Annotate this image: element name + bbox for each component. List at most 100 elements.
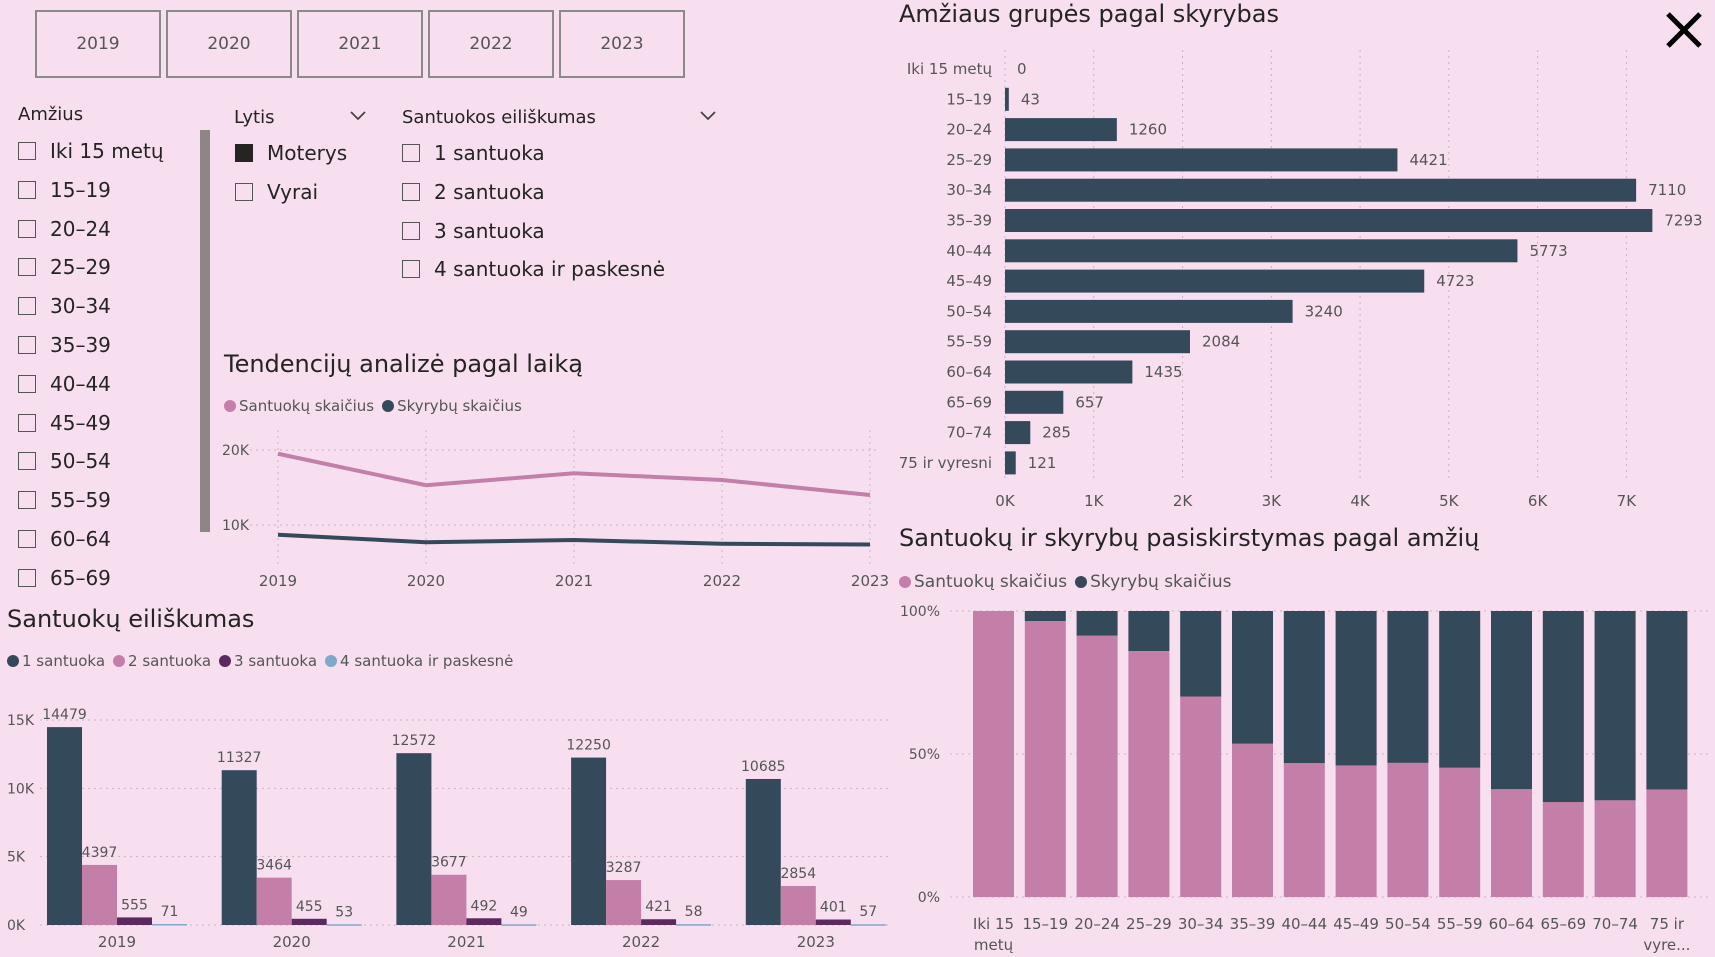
close-icon[interactable] xyxy=(1660,6,1708,54)
marriage-order-option[interactable]: 4 santuoka ir paskesnė xyxy=(402,257,665,281)
checkbox[interactable] xyxy=(402,182,420,201)
checkbox[interactable] xyxy=(18,336,36,354)
x-tick-label: 75 ir xyxy=(1650,915,1685,933)
year-button-2023[interactable]: 2023 xyxy=(559,10,685,78)
age-option[interactable]: Iki 15 metų xyxy=(18,139,164,163)
x-tick-label: metų xyxy=(974,936,1014,954)
age-option[interactable]: 65–69 xyxy=(18,566,111,590)
checkbox-label: 40–44 xyxy=(50,371,111,396)
checkbox[interactable] xyxy=(402,144,420,162)
age-option[interactable]: 25–29 xyxy=(18,255,111,279)
bar-marriages xyxy=(1024,621,1066,897)
y-tick-label: 75 ir vyresni xyxy=(899,454,992,472)
checkbox[interactable] xyxy=(18,258,36,277)
age-option[interactable]: 30–34 xyxy=(18,294,111,318)
year-button-2022[interactable]: 2022 xyxy=(428,10,554,78)
data-label: 53 xyxy=(335,904,353,920)
bar-divorces xyxy=(1491,611,1532,790)
age-filter-title: Amžius xyxy=(18,104,84,125)
age-option[interactable]: 60–64 xyxy=(18,527,111,551)
age-option[interactable]: 40–44 xyxy=(18,372,111,396)
checkbox[interactable] xyxy=(402,260,420,279)
bar xyxy=(815,919,851,925)
legend-dot xyxy=(325,655,338,667)
checkbox[interactable] xyxy=(18,142,36,160)
x-tick-label: 6K xyxy=(1528,492,1549,510)
checkbox[interactable] xyxy=(18,530,36,548)
bar-marriages xyxy=(1128,651,1170,897)
data-label: 43 xyxy=(1021,90,1040,108)
legend-dot xyxy=(224,400,236,412)
marriage-order-option[interactable]: 1 santuoka xyxy=(402,141,545,165)
bar xyxy=(221,770,257,925)
age-option[interactable]: 50–54 xyxy=(18,449,111,473)
data-label: 5773 xyxy=(1529,242,1567,260)
age-option[interactable]: 35–39 xyxy=(18,333,111,357)
checkbox[interactable] xyxy=(18,568,36,587)
marriage-order-dropdown-chevron-down-icon[interactable] xyxy=(699,110,717,122)
checkbox[interactable] xyxy=(18,297,36,316)
legend-dot xyxy=(7,655,19,667)
age-option[interactable]: 20–24 xyxy=(18,217,111,241)
year-button-2019[interactable]: 2019 xyxy=(35,10,161,78)
x-tick-label: Iki 15 xyxy=(973,915,1014,933)
legend-label: Skyrybų skaičius xyxy=(1090,572,1232,592)
year-button-2020[interactable]: 2020 xyxy=(166,10,292,78)
checkbox[interactable] xyxy=(18,180,36,199)
x-tick-label: 50–54 xyxy=(1385,915,1431,933)
checkbox[interactable] xyxy=(235,144,253,162)
y-tick-label: 45–49 xyxy=(946,272,992,290)
marriage-order-option[interactable]: 2 santuoka xyxy=(402,180,545,204)
bar xyxy=(431,874,467,925)
age-option[interactable]: 15–19 xyxy=(18,178,111,202)
checkbox[interactable] xyxy=(18,452,36,471)
checkbox-label: 4 santuoka ir paskesnė xyxy=(434,257,666,282)
bar-marriages xyxy=(973,611,1014,897)
checkbox[interactable] xyxy=(402,221,420,240)
age-filter-scrollbar[interactable] xyxy=(200,130,210,532)
bar xyxy=(1005,209,1653,232)
checkbox[interactable] xyxy=(18,491,36,510)
bar xyxy=(1005,269,1425,293)
checkbox[interactable] xyxy=(235,182,253,201)
bar xyxy=(1005,87,1009,111)
legend-item-divorces: Skyrybų skaičius xyxy=(1075,572,1231,592)
checkbox-label: Moterys xyxy=(267,141,348,165)
y-tick-label: 10K xyxy=(222,518,250,534)
bar xyxy=(501,924,537,926)
x-tick-label: 4K xyxy=(1350,492,1371,510)
gender-dropdown-chevron-down-icon[interactable] xyxy=(349,110,367,122)
series-line-0 xyxy=(277,451,871,497)
y-tick-label: 0% xyxy=(918,890,940,906)
x-tick-label: 2019 xyxy=(259,572,297,590)
y-tick-label: 40–44 xyxy=(946,242,992,260)
checkbox[interactable] xyxy=(18,413,36,432)
bar-divorces xyxy=(1232,611,1273,744)
checkbox[interactable] xyxy=(18,374,36,393)
gender-option[interactable]: Moterys xyxy=(235,141,347,165)
x-tick-label: 40–44 xyxy=(1281,915,1327,933)
x-tick-label: 70–74 xyxy=(1592,915,1638,933)
data-label: 2084 xyxy=(1202,333,1240,351)
x-tick-label: 30–34 xyxy=(1178,915,1224,933)
y-tick-label: Iki 15 metų xyxy=(907,60,993,78)
bar xyxy=(1005,239,1518,263)
bar-divorces xyxy=(1128,611,1170,652)
age-option[interactable]: 45–49 xyxy=(18,411,111,435)
gender-option[interactable]: Vyrai xyxy=(235,180,318,204)
data-label: 7293 xyxy=(1664,212,1702,230)
data-label: 12250 xyxy=(566,738,611,754)
data-label: 4421 xyxy=(1409,151,1447,169)
data-label: 401 xyxy=(820,900,847,916)
legend-dot xyxy=(382,400,395,412)
bar-divorces xyxy=(1283,611,1325,764)
year-button-2021[interactable]: 2021 xyxy=(297,10,423,78)
marriage-order-option[interactable]: 3 santuoka xyxy=(402,219,545,243)
age-option[interactable]: 55–59 xyxy=(18,488,111,512)
x-tick-label: 7K xyxy=(1617,492,1638,510)
data-label: 14479 xyxy=(42,707,87,723)
checkbox[interactable] xyxy=(18,219,36,238)
bar-divorces xyxy=(1594,611,1636,801)
data-label: 455 xyxy=(296,899,323,915)
